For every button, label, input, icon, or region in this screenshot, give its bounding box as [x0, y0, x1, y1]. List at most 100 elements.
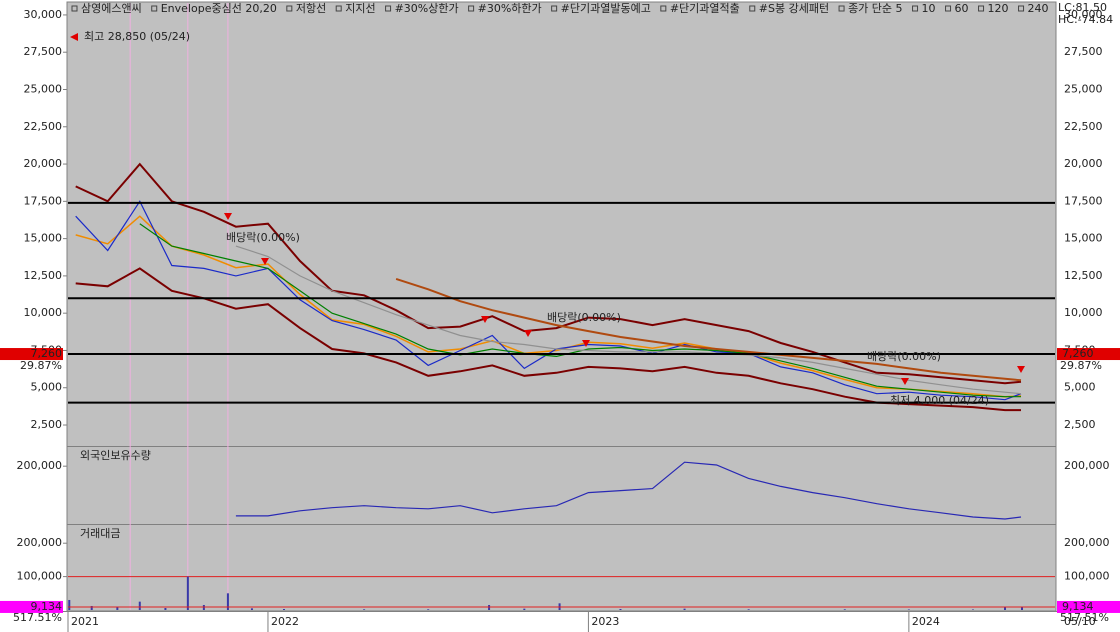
- series-line: [139, 223, 1021, 398]
- bar: [186, 576, 189, 610]
- legend-swatch: [71, 5, 78, 12]
- y-tick-label: 20,000: [24, 157, 63, 170]
- min-label: 최저 4,000 (04/24): [890, 394, 989, 407]
- y-tick-label: 17,500: [1064, 194, 1103, 207]
- bar: [907, 609, 910, 610]
- y-tick-label: 30,000: [1064, 8, 1103, 21]
- legend-item: 종가 단순 5: [848, 2, 902, 15]
- price-label: 7,260: [1062, 347, 1094, 360]
- legend-item: 삼영에스앤씨: [81, 2, 142, 15]
- y-tick-label: 27,500: [24, 45, 63, 58]
- y-tick-label: 2,500: [31, 418, 63, 431]
- x-tick-label: 2023: [591, 615, 619, 628]
- bar: [1004, 606, 1007, 610]
- legend-swatch: [945, 5, 952, 12]
- legend-item: 120: [988, 2, 1009, 15]
- signal-arrow: [901, 378, 909, 385]
- signal-arrow: [524, 330, 532, 337]
- bar: [683, 608, 686, 610]
- bar: [68, 599, 71, 610]
- bar: [250, 608, 253, 610]
- current-box: [0, 600, 63, 613]
- bar: [363, 609, 366, 610]
- y-tick-label: 15,000: [1064, 232, 1103, 245]
- legend-swatch: [385, 5, 392, 12]
- y-tick-label: 22,500: [1064, 120, 1103, 133]
- legend-swatch: [335, 5, 342, 12]
- y-tick-label: 200,000: [1064, 536, 1110, 549]
- dividend-label: 배당락(0.00%): [867, 350, 941, 363]
- legend-item: #30%상한가: [395, 2, 459, 15]
- bar: [226, 593, 229, 610]
- y-tick-label: 30,000: [24, 8, 63, 21]
- bar: [488, 604, 491, 610]
- signal-arrow: [582, 340, 590, 347]
- price-change: 29.87%: [20, 359, 62, 372]
- legend-item: 10: [922, 2, 936, 15]
- legend-swatch: [978, 5, 985, 12]
- price-change: 29.87%: [1060, 359, 1102, 372]
- y-tick-label: 100,000: [17, 570, 63, 583]
- panel-title: 외국인보유수량: [80, 449, 151, 462]
- legend-item: 60: [955, 2, 969, 15]
- y-tick-label: 200,000: [17, 459, 63, 472]
- signal-arrow: [224, 213, 232, 220]
- x-end-label: 05/10: [1064, 615, 1096, 628]
- bar: [971, 609, 974, 610]
- max-label: 최고 28,850 (05/24): [84, 30, 190, 43]
- legend-item: 지지선: [345, 2, 375, 15]
- legend-item: #S봉 강세패턴: [759, 2, 829, 15]
- plot-area: [66, 1, 1057, 612]
- dividend-label: 배당락(0.00%): [547, 311, 621, 324]
- current-change: 517.51%: [1060, 611, 1109, 624]
- y-tick-label: 12,500: [1064, 269, 1103, 282]
- series-line: [235, 461, 1022, 520]
- current-box: [1057, 600, 1120, 613]
- max-arrow: [70, 33, 78, 41]
- envelope-center: [75, 215, 1022, 398]
- bar: [619, 608, 622, 610]
- y-tick-label: 10,000: [1064, 306, 1103, 319]
- legend-swatch: [838, 5, 845, 12]
- legend-swatch: [1018, 5, 1025, 12]
- bar: [843, 609, 846, 610]
- bar: [427, 609, 430, 610]
- legend-swatch: [912, 5, 919, 12]
- y-tick-label: 200,000: [1064, 459, 1110, 472]
- panel-title: 거래대금: [80, 527, 120, 540]
- y-tick-label: 2,500: [1064, 418, 1096, 431]
- bar: [116, 607, 119, 610]
- bar: [90, 605, 93, 610]
- y-tick-label: 25,000: [24, 82, 63, 95]
- y-tick-label: 22,500: [24, 120, 63, 133]
- lc-label: LC:81.50: [1058, 1, 1107, 14]
- dividend-label: 배당락(0.00%): [226, 231, 300, 244]
- x-tick-label: 2024: [912, 615, 940, 628]
- price-box: [0, 348, 63, 361]
- legend-swatch: [468, 5, 475, 12]
- legend-swatch: [151, 5, 158, 12]
- legend-item: #단기과열적출: [670, 2, 740, 15]
- x-tick-label: 2021: [71, 615, 99, 628]
- signal-arrow: [481, 316, 489, 323]
- legend-swatch: [286, 5, 293, 12]
- y-tick-label: 5,000: [1064, 381, 1096, 394]
- y-tick-label: 27,500: [1064, 45, 1103, 58]
- legend-item: 240: [1028, 2, 1049, 15]
- current-label: 9,134: [31, 600, 63, 613]
- series-line: [395, 277, 1022, 382]
- bar: [1020, 606, 1023, 610]
- y-tick-label: 5,000: [31, 381, 63, 394]
- x-tick-label: 2022: [271, 615, 299, 628]
- y-tick-label: 25,000: [1064, 82, 1103, 95]
- price-label: 7,260: [31, 347, 63, 360]
- y-tick-label: 100,000: [1064, 570, 1110, 583]
- legend-swatch: [749, 5, 756, 12]
- current-change: 517.51%: [13, 611, 62, 624]
- legend-item: #30%하한가: [478, 1, 542, 15]
- legend-item: #단기과열발동예고: [561, 2, 651, 15]
- hc-label: HC:-74.84: [1058, 13, 1113, 26]
- bar: [747, 609, 750, 610]
- y-tick-label: 12,500: [24, 269, 63, 282]
